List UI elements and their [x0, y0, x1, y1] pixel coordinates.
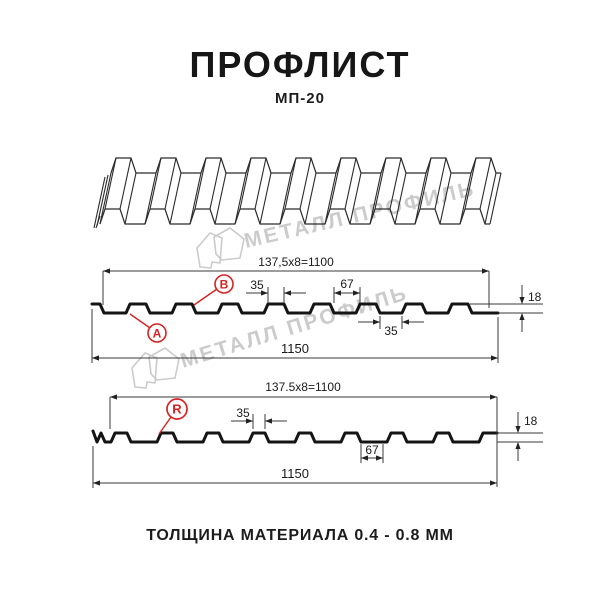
watermark-brand-1: МЕТАЛЛ ПРОФИЛЬ	[196, 177, 478, 269]
dim-pitch-a: 137,5x8=1100	[258, 255, 334, 269]
callout-a: A	[129, 313, 167, 343]
dim-height-r: 18	[524, 414, 538, 428]
dim-pitch-r: 137.5x8=1100	[265, 380, 341, 394]
profile-model-label: МП-20	[275, 90, 325, 107]
dim-gap-r: 67	[365, 443, 379, 457]
callout-a-label: A	[153, 327, 162, 341]
cross-section-side-r	[91, 394, 543, 488]
dim-overall-r: 1150	[281, 466, 309, 481]
watermark-brand-2: МЕТАЛЛ ПРОФИЛЬ	[131, 282, 411, 389]
watermark-text: МЕТАЛЛ ПРОФИЛЬ	[178, 282, 411, 373]
dim-overall-a: 1150	[281, 341, 309, 356]
metal-profil-logo-icon	[131, 347, 180, 389]
dim-height-a: 18	[528, 290, 542, 304]
callout-b-label: B	[220, 278, 229, 292]
cross-section-side-a	[90, 268, 543, 363]
profile-sheet-3d-view	[93, 157, 502, 229]
dim-rib-top-r: 35	[236, 406, 250, 420]
callout-r-label: R	[172, 402, 182, 417]
dim-rib-gap-a: 67	[340, 277, 354, 291]
callout-b: B	[193, 274, 234, 306]
dim-valley-a: 35	[384, 324, 398, 338]
dim-rib-top-a: 35	[250, 278, 264, 292]
page-title: ПРОФЛИСТ	[189, 44, 411, 85]
metal-profil-logo-icon	[196, 227, 245, 269]
material-thickness-note: ТОЛЩИНА МАТЕРИАЛА 0.4 - 0.8 ММ	[146, 527, 454, 544]
callout-r: R	[158, 398, 188, 435]
